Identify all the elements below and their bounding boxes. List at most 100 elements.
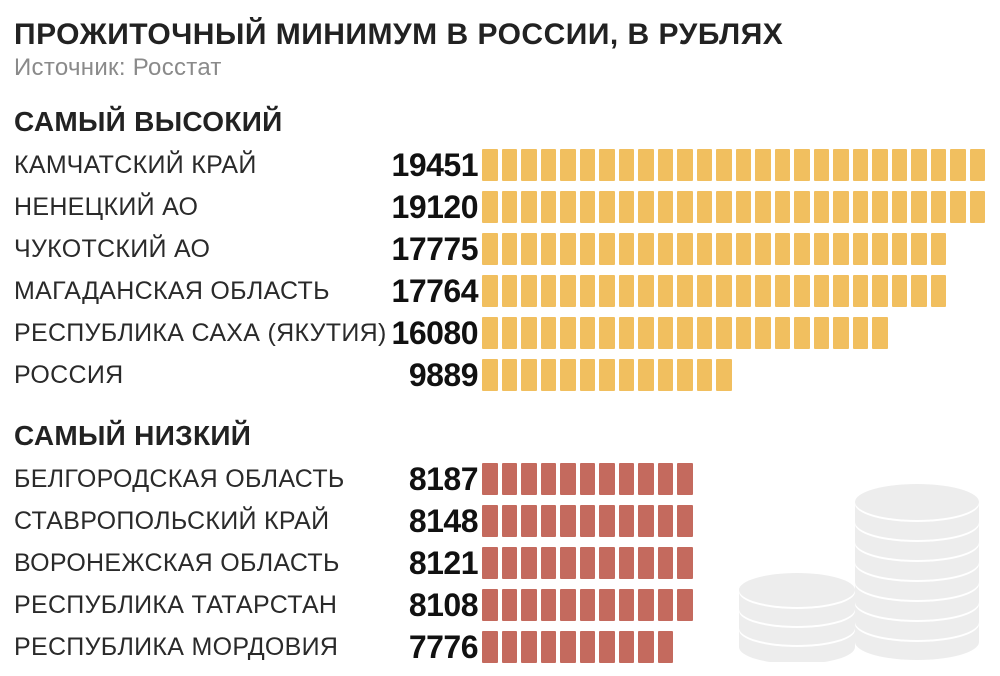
row-value: 17764 [382, 273, 482, 310]
bar-segment [697, 233, 713, 265]
bar-segment [794, 149, 810, 181]
bar-segment [482, 317, 498, 349]
bar-segment [502, 191, 518, 223]
bar-segment [677, 191, 693, 223]
bar-segment [580, 463, 596, 495]
bar-segment [482, 547, 498, 579]
bar-segment [872, 275, 888, 307]
bar-segment [638, 191, 654, 223]
bar-segment [521, 317, 537, 349]
bar-segment [482, 631, 498, 663]
bar-segment [541, 191, 557, 223]
bar-segment [814, 275, 830, 307]
row-bar [482, 500, 986, 542]
bar-segment [560, 631, 576, 663]
bar-segment [560, 275, 576, 307]
bar-segment [599, 463, 615, 495]
bar-segment [619, 359, 635, 391]
bar-segment [794, 317, 810, 349]
bar-segment [950, 149, 966, 181]
bar-segment [658, 589, 674, 621]
chart-area: САМЫЙ ВЫСОКИЙ КАМЧАТСКИЙ КРАЙ19451НЕНЕЦК… [14, 106, 986, 668]
bar-segment [755, 191, 771, 223]
bar-segment [619, 149, 635, 181]
bar-segment [541, 631, 557, 663]
bar-segment [541, 359, 557, 391]
bar-segment [677, 149, 693, 181]
data-row: РЕСПУБЛИКА МОРДОВИЯ7776 [14, 626, 986, 668]
bar-segment [931, 149, 947, 181]
bar-segment [599, 275, 615, 307]
bar-segment [482, 191, 498, 223]
bar-segment [521, 149, 537, 181]
bar-segment [697, 275, 713, 307]
bar-segment [658, 463, 674, 495]
row-label: ЧУКОТСКИЙ АО [14, 235, 382, 264]
bar-segment [521, 631, 537, 663]
bar-segment [599, 547, 615, 579]
data-row: РЕСПУБЛИКА САХА (ЯКУТИЯ)16080 [14, 312, 986, 354]
bar-segment [560, 505, 576, 537]
bar-segment [521, 359, 537, 391]
bar-segment [872, 191, 888, 223]
bar-segment [911, 149, 927, 181]
bar-segment [638, 589, 654, 621]
row-label: РЕСПУБЛИКА ТАТАРСТАН [14, 591, 382, 620]
bar-segment [580, 589, 596, 621]
row-bar [482, 584, 986, 626]
bar-segment [911, 275, 927, 307]
bar-segment [521, 275, 537, 307]
bar-segment [872, 149, 888, 181]
bar-segment [658, 149, 674, 181]
section-header-low: САМЫЙ НИЗКИЙ [14, 420, 986, 452]
bar-segment [580, 547, 596, 579]
bar-segment [541, 547, 557, 579]
bar-segment [677, 275, 693, 307]
bar-segment [638, 359, 654, 391]
bar-segment [599, 631, 615, 663]
bar-segment [794, 191, 810, 223]
section-header-high: САМЫЙ ВЫСОКИЙ [14, 106, 986, 138]
bar-segment [638, 275, 654, 307]
bar-segment [697, 317, 713, 349]
bar-segment [677, 589, 693, 621]
bar-segment [580, 359, 596, 391]
row-label: ВОРОНЕЖСКАЯ ОБЛАСТЬ [14, 549, 382, 578]
bar-segment [697, 359, 713, 391]
bar-segment [638, 233, 654, 265]
bar-segment [502, 317, 518, 349]
bar-segment [580, 191, 596, 223]
row-bar [482, 542, 986, 584]
bar-segment [716, 317, 732, 349]
bar-segment [775, 191, 791, 223]
bar-segment [560, 547, 576, 579]
bar-segment [502, 547, 518, 579]
data-row: СТАВРОПОЛЬСКИЙ КРАЙ8148 [14, 500, 986, 542]
data-row: ЧУКОТСКИЙ АО17775 [14, 228, 986, 270]
bar-segment [502, 505, 518, 537]
bar-segment [638, 631, 654, 663]
bar-segment [931, 275, 947, 307]
bar-segment [541, 149, 557, 181]
bar-segment [911, 191, 927, 223]
bar-segment [736, 275, 752, 307]
bar-segment [892, 149, 908, 181]
bar-segment [775, 275, 791, 307]
bar-segment [716, 275, 732, 307]
row-label: БЕЛГОРОДСКАЯ ОБЛАСТЬ [14, 465, 382, 494]
row-bar [482, 144, 986, 186]
bar-segment [502, 359, 518, 391]
bar-segment [521, 547, 537, 579]
bar-segment [502, 589, 518, 621]
bar-segment [521, 589, 537, 621]
bar-segment [697, 149, 713, 181]
bar-segment [482, 275, 498, 307]
bar-segment [580, 631, 596, 663]
bar-segment [658, 317, 674, 349]
row-label: РОССИЯ [14, 361, 382, 390]
bar-segment [872, 233, 888, 265]
bar-segment [560, 233, 576, 265]
bar-segment [541, 317, 557, 349]
bar-segment [853, 275, 869, 307]
bar-segment [658, 233, 674, 265]
